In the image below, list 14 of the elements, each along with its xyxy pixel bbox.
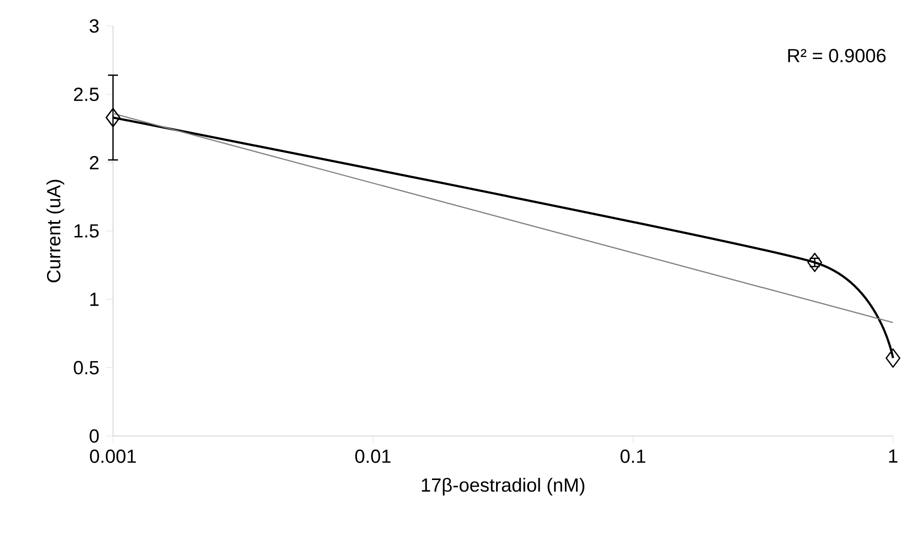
annotation: R² = 0.9006 (788, 48, 886, 62)
y-tick-label: 1.5 (74, 224, 99, 238)
y-tick-label: 2.5 (74, 88, 99, 102)
x-tick-label: 0.1 (620, 450, 646, 463)
y-tick-label: 0 (90, 429, 99, 443)
x-tick-label: 0.001 (90, 450, 136, 463)
x-axis-title: 17β-oestradiol (nM) (422, 478, 584, 496)
y-axis-title: Current (uA) (46, 180, 64, 282)
y-tick-label: 0.5 (74, 360, 99, 374)
y-tick-label: 3 (90, 19, 99, 33)
x-tick-label: 1 (889, 450, 898, 463)
x-tick-label: 0.01 (355, 450, 391, 463)
y-tick-label: 2 (90, 156, 99, 170)
y-tick-label: 1 (90, 292, 99, 306)
